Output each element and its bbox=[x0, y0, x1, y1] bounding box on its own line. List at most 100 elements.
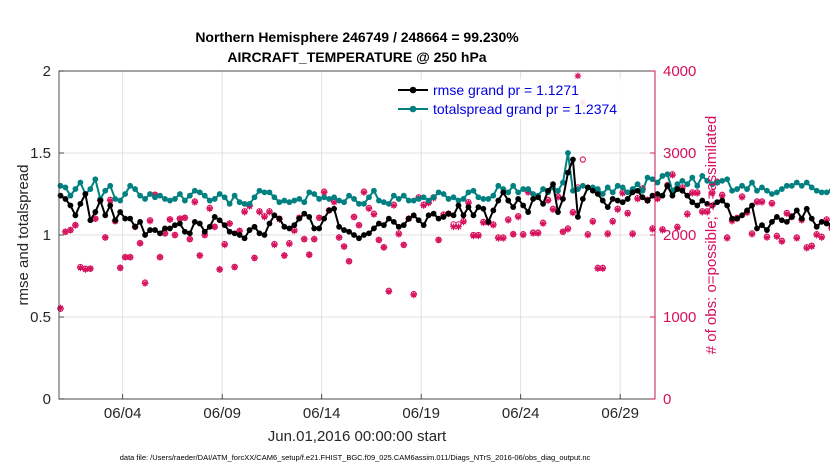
obs-assimilated-point bbox=[629, 230, 637, 238]
rmse-point bbox=[112, 217, 119, 224]
obs-assimilated-point bbox=[365, 205, 373, 213]
rmse-point bbox=[440, 214, 447, 220]
rmse-point bbox=[266, 220, 273, 227]
totalspread-point bbox=[759, 184, 765, 191]
totalspread-point bbox=[390, 192, 397, 199]
x-tick-label: 06/24 bbox=[502, 405, 540, 422]
rmse-point bbox=[162, 225, 168, 232]
totalspread-point bbox=[157, 192, 163, 199]
totalspread-point bbox=[624, 189, 631, 196]
rmse-point bbox=[271, 212, 278, 219]
totalspread-point bbox=[147, 191, 153, 197]
rmse-point bbox=[525, 209, 532, 215]
obs-assimilated-point bbox=[654, 195, 661, 203]
obs-assimilated-point bbox=[594, 265, 602, 273]
obs-assimilated-point bbox=[340, 243, 348, 250]
x-axis-label: Jun.01,2016 00:00:00 start bbox=[268, 428, 447, 445]
rmse-point bbox=[311, 225, 318, 232]
rmse-point bbox=[565, 169, 571, 176]
rmse-point bbox=[221, 222, 228, 229]
obs-assimilated-point bbox=[554, 193, 562, 201]
rmse-point bbox=[346, 228, 352, 235]
rmse-point bbox=[281, 223, 288, 230]
obs-assimilated-point bbox=[320, 188, 328, 196]
totalspread-point bbox=[515, 189, 522, 196]
rmse-point bbox=[793, 207, 800, 214]
obs-assimilated-point bbox=[539, 220, 547, 227]
totalspread-point bbox=[778, 186, 785, 192]
totalspread-point bbox=[152, 194, 158, 201]
totalspread-point bbox=[301, 199, 308, 206]
obs-assimilated-point bbox=[723, 234, 731, 242]
obs-assimilated-point bbox=[504, 216, 512, 224]
totalspread-point bbox=[122, 191, 129, 197]
rmse-point bbox=[803, 205, 810, 212]
rmse-point bbox=[604, 204, 611, 211]
totalspread-point bbox=[67, 192, 74, 199]
rmse-point bbox=[818, 218, 825, 225]
totalspread-point bbox=[346, 192, 352, 199]
obs-assimilated-point bbox=[395, 230, 403, 238]
rmse-point bbox=[102, 212, 109, 219]
rmse-point bbox=[216, 217, 223, 224]
rmse-point bbox=[739, 212, 745, 219]
totalspread-point bbox=[560, 179, 566, 186]
rmse-point bbox=[719, 197, 726, 204]
obs-assimilated-point bbox=[350, 213, 358, 221]
rmse-point bbox=[425, 212, 432, 219]
rmse-point bbox=[550, 181, 556, 188]
totalspread-point bbox=[336, 197, 342, 204]
rmse-point bbox=[445, 210, 452, 217]
totalspread-point bbox=[221, 194, 228, 201]
totalspread-point bbox=[694, 182, 701, 189]
obs-assimilated-point bbox=[435, 236, 442, 244]
rmse-point bbox=[639, 194, 646, 201]
totalspread-point bbox=[341, 199, 347, 206]
rmse-point bbox=[301, 210, 308, 217]
obs-assimilated-point bbox=[126, 253, 134, 261]
obs-possible-point bbox=[828, 224, 830, 231]
rmse-point bbox=[132, 223, 139, 230]
rmse-point bbox=[465, 204, 472, 211]
rmse-point bbox=[545, 187, 551, 194]
rmse-point bbox=[724, 202, 731, 209]
obs-assimilated-point bbox=[544, 197, 552, 204]
x-tick-label: 06/04 bbox=[104, 405, 142, 422]
totalspread-point bbox=[176, 191, 183, 197]
obs-assimilated-point bbox=[609, 218, 617, 226]
obs-assimilated-point bbox=[698, 208, 706, 216]
obs-assimilated-point bbox=[310, 235, 318, 243]
rmse-point bbox=[759, 222, 765, 229]
rmse-point bbox=[167, 225, 173, 232]
totalspread-point bbox=[281, 197, 288, 204]
rmse-point bbox=[495, 197, 502, 204]
rmse-point bbox=[589, 187, 596, 194]
rmse-point bbox=[520, 202, 527, 209]
totalspread-point bbox=[286, 199, 293, 206]
rmse-point bbox=[420, 222, 427, 229]
rmse-point bbox=[122, 215, 129, 222]
obs-assimilated-point bbox=[156, 253, 164, 261]
totalspread-point bbox=[361, 200, 367, 207]
totalspread-point bbox=[659, 173, 666, 179]
totalspread-point bbox=[520, 186, 527, 192]
rmse-point bbox=[181, 228, 188, 235]
obs-assimilated-point bbox=[763, 234, 771, 241]
rmse-point bbox=[664, 182, 671, 189]
rmse-point bbox=[152, 227, 158, 233]
totalspread-point bbox=[704, 177, 711, 184]
obs-assimilated-point bbox=[76, 264, 84, 272]
obs-assimilated-point bbox=[683, 211, 691, 218]
obs-assimilated-point bbox=[534, 229, 542, 237]
rmse-point bbox=[191, 218, 198, 225]
rmse-point bbox=[356, 235, 362, 242]
rmse-point bbox=[515, 196, 522, 202]
obs-assimilated-point bbox=[141, 279, 149, 287]
totalspread-point bbox=[251, 194, 258, 201]
obs-assimilated-point bbox=[116, 264, 124, 272]
totalspread-point bbox=[450, 194, 457, 201]
totalspread-point bbox=[609, 189, 616, 196]
totalspread-point bbox=[445, 196, 452, 202]
legend-spread-label: totalspread grand pr = 1.2374 bbox=[433, 101, 617, 117]
rmse-point bbox=[744, 207, 750, 214]
